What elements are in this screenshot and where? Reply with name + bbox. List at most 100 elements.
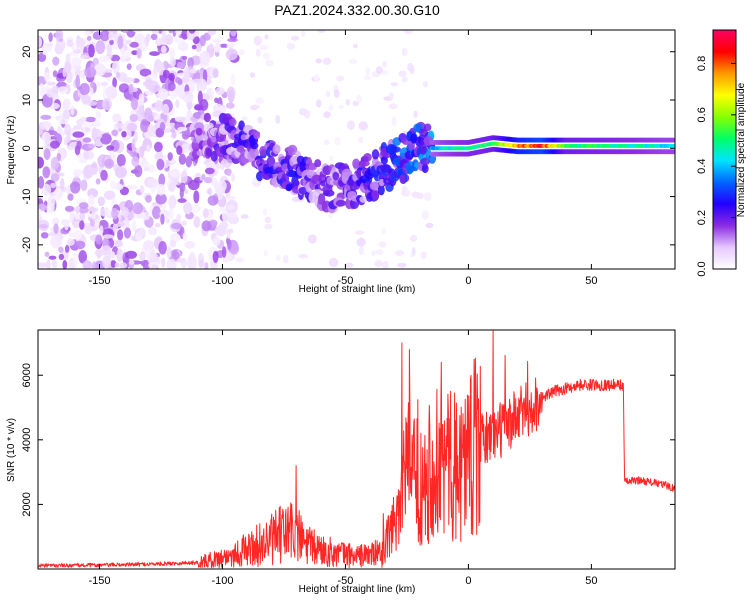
spectrogram-cell: [131, 138, 136, 152]
spectrogram-cell: [345, 98, 350, 106]
spectrogram-cell: [44, 42, 54, 47]
spectrogram-cell: [126, 63, 132, 70]
spectrogram-cell: [108, 31, 115, 41]
spectrogram-cell: [225, 195, 236, 200]
spectrogram-cell: [62, 98, 71, 110]
spectrogram-cell: [149, 51, 160, 56]
spectrogram-cell: [382, 60, 387, 68]
spectrogram-cell: [363, 153, 372, 162]
spectrogram-cell: [170, 168, 181, 178]
snr-x-ticks: -150 -100 -50 0 50: [88, 330, 598, 587]
spectrogram-cell: [409, 235, 418, 242]
spectrogram-cell: [154, 141, 163, 153]
spectrogram-cell: [40, 114, 52, 120]
spectrogram-cell: [38, 156, 44, 169]
spectrogram-cell: [62, 68, 67, 78]
spectrogram-cell: [95, 116, 100, 128]
spectrogram-cell: [182, 91, 194, 103]
spectrogram-cell: [298, 253, 309, 259]
spectrogram-cell: [249, 146, 259, 159]
spectrogram-cell: [131, 97, 138, 111]
spectrogram-cell: [59, 178, 65, 191]
spectrogram-cell: [202, 208, 209, 219]
spectrogram-cell: [125, 250, 137, 259]
spectrogram-cell: [403, 30, 413, 35]
spectrogram-cell: [287, 144, 298, 156]
spectrogram-cell: [182, 232, 188, 242]
spectrogram-y-tick-label: 0: [21, 145, 33, 151]
spectrogram-cell: [52, 70, 58, 78]
figure-title: PAZ1.2024.332.00.30.G10: [274, 2, 440, 18]
spectrogram-cell: [82, 137, 92, 143]
spectrogram-cell: [67, 193, 74, 201]
spectrogram-cell: [189, 204, 201, 213]
spectrogram-cell: [377, 184, 385, 196]
spectrogram-cell: [75, 74, 81, 89]
spectrogram-cell: [111, 129, 119, 137]
spectrogram-cell: [421, 164, 429, 174]
spectrogram-cell: [160, 45, 167, 54]
spectrogram-cell: [401, 76, 408, 83]
spectrogram-cell: [322, 57, 332, 65]
spectrogram-cell: [96, 247, 101, 260]
spectrogram-cell: [181, 55, 188, 60]
spectrogram-cell: [93, 207, 99, 212]
spectrogram-cell: [62, 109, 71, 120]
spectrogram-cell: [139, 251, 146, 261]
spectrogram-cell: [264, 34, 269, 40]
spectrogram-cell: [188, 179, 200, 191]
spectrogram-cell: [69, 210, 75, 224]
snr-frame: [37, 329, 676, 570]
spectrogram-cell: [100, 133, 112, 145]
spectrogram-cell: [49, 140, 60, 149]
spectrogram-cell: [112, 222, 119, 234]
spectrogram-cell: [207, 195, 219, 206]
spectrogram-cell: [382, 260, 389, 269]
spectrogram-cell: [204, 262, 209, 269]
spectrogram-cell: [157, 88, 169, 100]
snr-x-label: Height of straight line (km): [299, 584, 416, 595]
spectrogram-cell: [69, 181, 81, 194]
spectrogram-cell: [66, 130, 71, 143]
spectrogram-cell: [79, 210, 86, 223]
spectrogram-cell: [91, 128, 103, 141]
spectrogram-cell: [99, 207, 109, 217]
spectrogram-cell: [42, 166, 51, 179]
spectrogram-cell: [225, 102, 235, 109]
spectrogram-cell: [212, 236, 221, 246]
spectrogram-cell: [115, 71, 121, 79]
spectrogram-y-tick-label: 20: [21, 46, 33, 58]
spectrogram-cell: [371, 250, 376, 256]
spectrogram-cell: [169, 239, 176, 248]
spectrogram-cell: [139, 185, 145, 194]
spectrogram-cell: [53, 223, 59, 235]
spectrogram-cell: [356, 94, 363, 104]
spectrogram-cell: [136, 48, 142, 59]
spectrogram-cell: [179, 187, 184, 199]
colorbar-ticks: 0.0 0.2 0.4 0.6 0.8: [696, 56, 736, 277]
spectrogram-cell: [335, 199, 347, 207]
spectrogram-cell: [195, 127, 203, 136]
spectrogram-cell: [169, 57, 176, 67]
spectrogram-cell: [85, 116, 97, 123]
spectrogram-cell: [41, 131, 51, 146]
spectrogram-cell: [160, 213, 165, 225]
spectrogram-cell: [145, 195, 152, 203]
spectrogram-cell: [316, 99, 322, 108]
spectrogram-cell: [132, 185, 138, 190]
spectrogram-cell: [145, 33, 151, 42]
spectrogram-cell: [72, 220, 81, 229]
spectrogram-cell: [121, 30, 129, 33]
spectrogram-cell: [138, 93, 145, 106]
spectrogram-cell: [105, 85, 118, 100]
spectrogram-cell: [177, 61, 184, 69]
spectrogram-cell: [44, 251, 50, 257]
colorbar-tick-label: 0.4: [696, 159, 708, 174]
spectrogram-cell: [423, 192, 432, 201]
spectrogram-cell: [121, 207, 130, 218]
spectrogram-cell: [212, 68, 219, 78]
spectrogram-cell: [86, 35, 92, 41]
spectrogram-cell: [40, 232, 49, 239]
spectrogram-cell: [122, 77, 135, 83]
